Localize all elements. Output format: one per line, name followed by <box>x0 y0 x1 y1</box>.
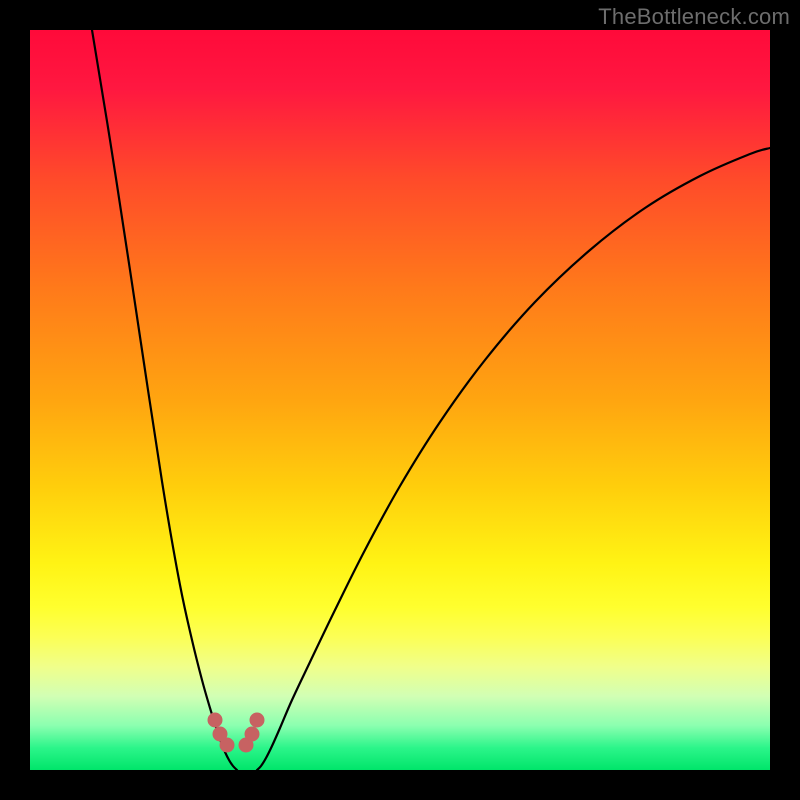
gradient-background <box>30 30 770 770</box>
dip-marker <box>250 713 264 727</box>
dip-marker <box>245 727 259 741</box>
dip-marker <box>208 713 222 727</box>
watermark-text: TheBottleneck.com <box>598 4 790 30</box>
plot-area <box>30 30 770 770</box>
dip-marker <box>220 738 234 752</box>
chart-frame: TheBottleneck.com <box>0 0 800 800</box>
plot-svg <box>30 30 770 770</box>
